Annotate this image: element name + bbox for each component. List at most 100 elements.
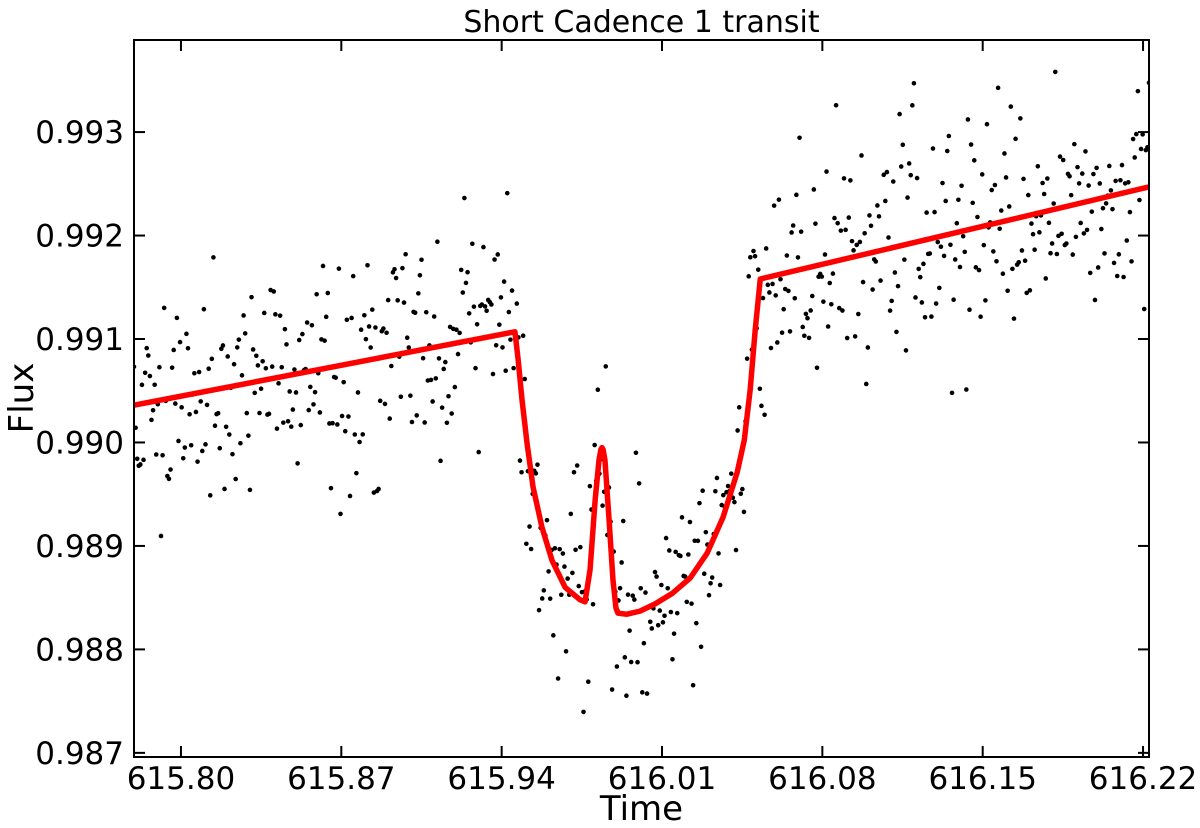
data-point [1078,220,1083,226]
data-point [304,320,310,325]
data-point [1011,316,1017,321]
data-point [686,552,691,557]
data-point [212,423,218,429]
data-point [458,267,464,273]
data-point [689,601,694,606]
data-point [825,324,831,329]
data-point [1068,192,1074,198]
data-point [625,592,631,597]
data-point [1121,274,1126,280]
data-point [146,353,151,358]
data-point [822,252,828,257]
data-point [344,317,350,323]
data-point [161,305,167,311]
data-point [457,330,462,336]
data-point [922,314,928,320]
data-point [789,230,794,235]
data-point [1064,241,1069,246]
data-point [717,582,723,588]
data-point [660,620,666,625]
data-point [581,709,586,715]
data-point [949,390,955,396]
data-point [867,213,872,218]
data-point [555,676,561,681]
data-point [624,693,629,699]
data-point [406,345,412,350]
data-point [134,456,140,462]
data-point [1010,266,1015,272]
data-point [740,486,745,492]
data-point [273,312,278,317]
data-point [369,307,375,312]
data-point [981,242,987,248]
data-point [1116,252,1122,257]
data-point [368,345,373,350]
data-point [932,209,937,215]
data-point [438,458,443,464]
data-point [141,457,146,463]
data-point [636,481,642,486]
data-point [883,198,888,204]
data-point [443,359,448,365]
data-point [446,393,451,399]
data-point [203,442,208,447]
data-point [541,588,547,593]
data-point [1102,251,1107,256]
data-point [938,244,944,249]
data-point [376,486,381,492]
data-point [544,517,550,523]
data-point [346,414,351,419]
data-point [1073,234,1079,240]
data-point [647,619,653,625]
data-point [484,308,489,314]
data-point [560,551,566,556]
data-point [644,691,650,696]
data-point [620,518,626,524]
data-point [1006,204,1012,209]
data-point [471,304,477,309]
data-point [338,511,343,517]
data-point [498,295,504,300]
data-point [570,570,575,576]
data-point [1059,231,1064,237]
x-tick-label: 616.22 [1089,761,1197,797]
data-point [330,420,335,426]
data-point [798,229,804,234]
data-point [671,631,677,636]
data-point [1013,136,1018,142]
data-point [657,608,663,613]
data-point [385,297,391,303]
data-point [655,622,661,628]
data-point [844,335,850,341]
data-point [565,576,570,581]
data-point [296,337,302,343]
data-point [709,575,715,580]
data-point [558,592,564,598]
data-point [147,373,153,379]
data-point [1129,259,1134,264]
data-point [209,356,215,362]
data-point [1025,192,1031,198]
data-point [409,419,415,425]
data-point [408,393,413,398]
data-point [978,314,983,319]
data-point [241,313,246,318]
data-point [552,546,558,551]
data-point [389,363,394,369]
data-point [940,180,945,186]
data-point [168,467,173,472]
data-point [169,365,175,370]
data-point [360,432,366,437]
data-point [350,273,356,279]
data-point [678,553,683,559]
data-point [433,376,439,381]
data-point [587,483,593,489]
data-point [1041,191,1047,197]
data-point [366,324,372,329]
data-point [309,322,315,328]
data-point [667,548,672,553]
data-point [733,547,739,553]
data-point [755,267,761,272]
data-point [335,422,340,427]
data-point [628,659,634,665]
